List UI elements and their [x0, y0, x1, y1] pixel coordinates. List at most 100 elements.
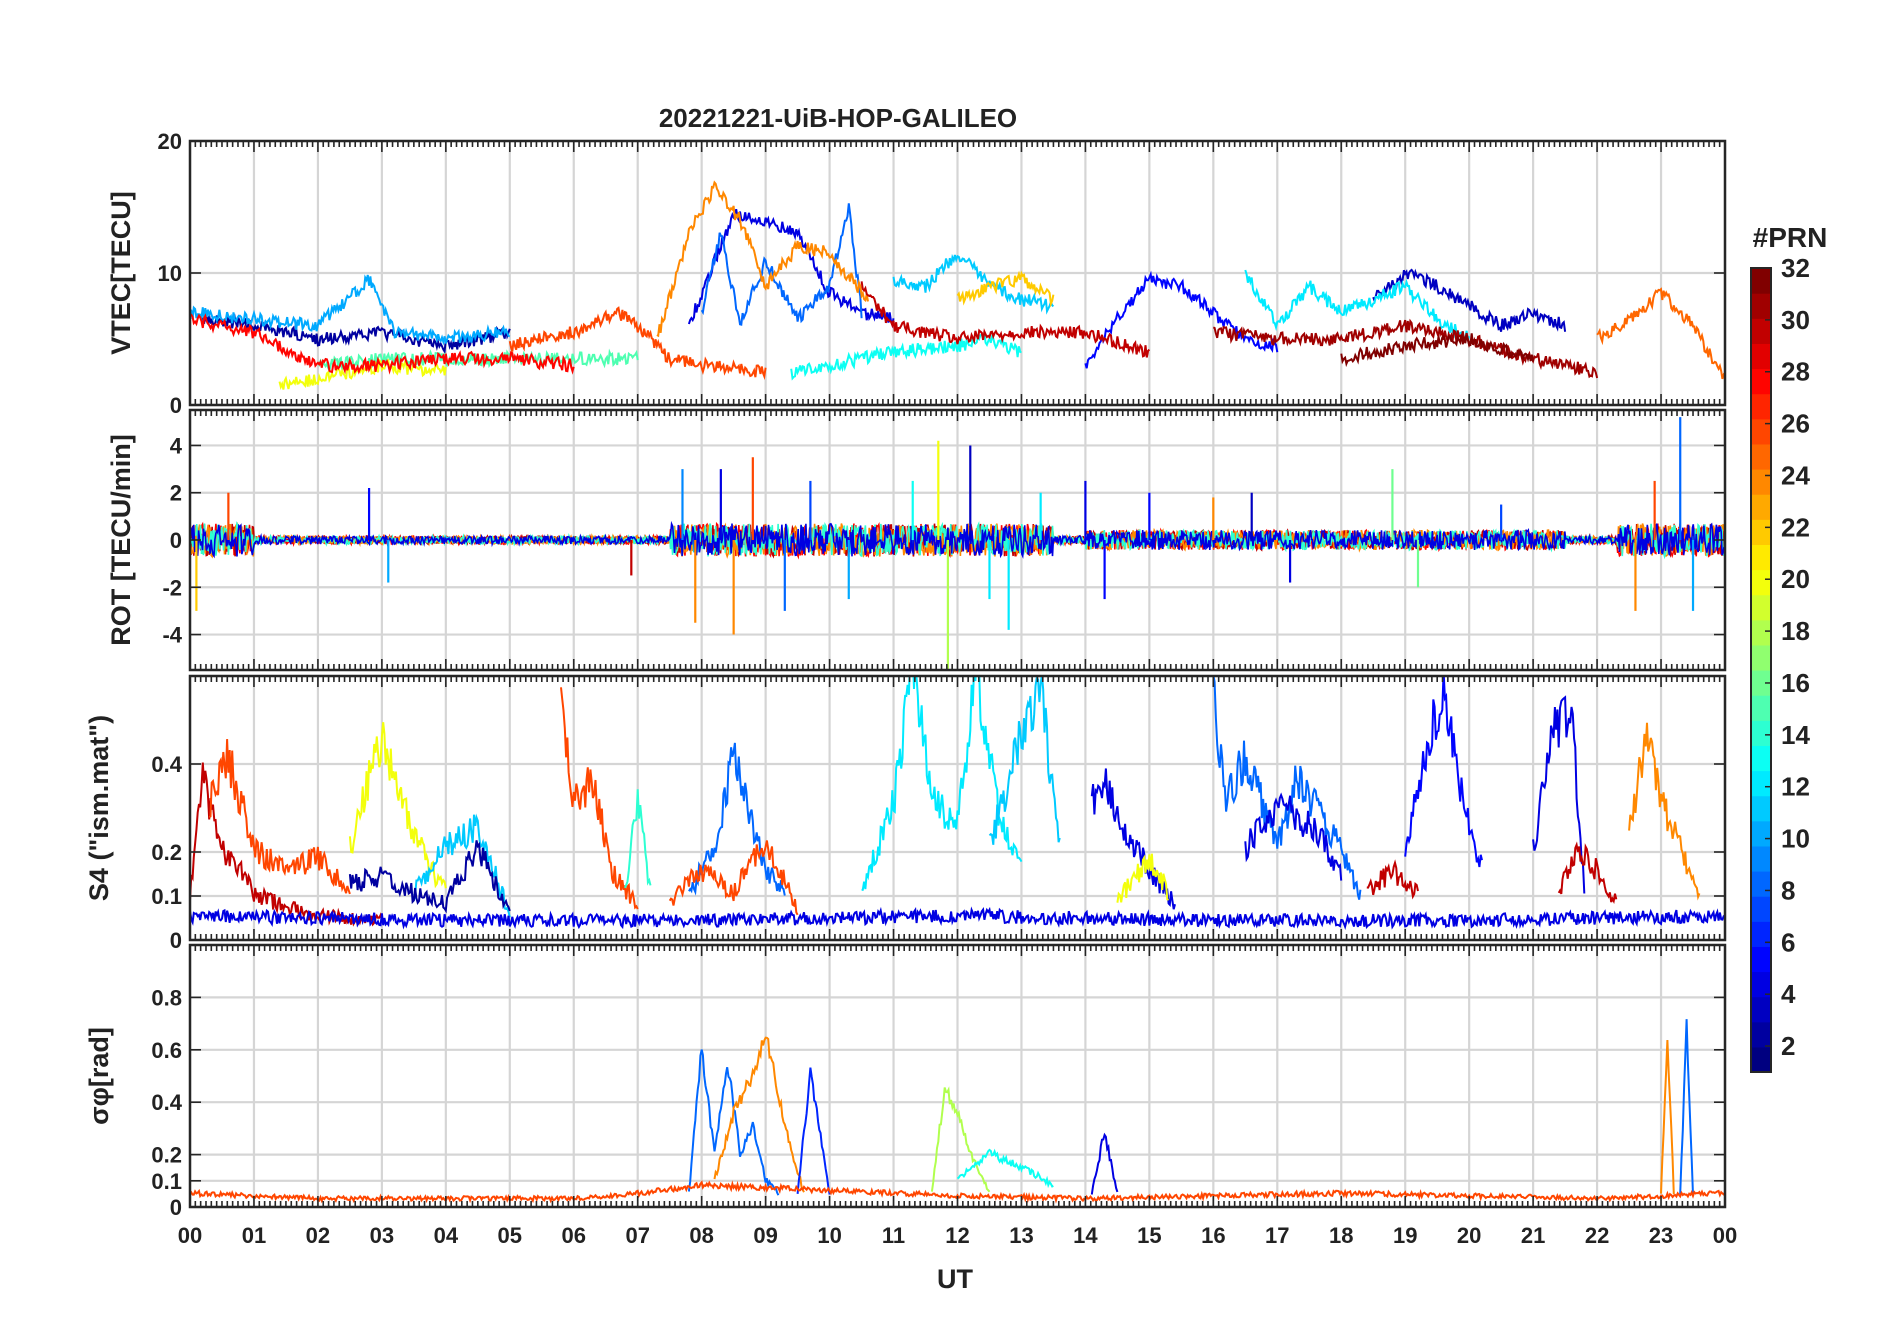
- series-line: [956, 1148, 1054, 1189]
- y-tick-label: 0.8: [151, 985, 182, 1010]
- colorbar-segment: [1751, 896, 1771, 922]
- colorbar-segment: [1751, 343, 1771, 370]
- x-tick-label: 07: [625, 1223, 649, 1248]
- y-axis-label: σφ[rad]: [84, 1027, 114, 1125]
- series-line: [190, 906, 1725, 931]
- colorbar-tick-label: 32: [1781, 253, 1810, 283]
- panel-data: [190, 676, 1725, 931]
- colorbar-segment: [1751, 494, 1771, 520]
- colorbar-segment: [1751, 921, 1771, 947]
- chart-title: 20221221-UiB-HOP-GALILEO: [659, 103, 1017, 133]
- series-line: [988, 676, 1061, 845]
- x-tick-label: 16: [1201, 1223, 1225, 1248]
- series-line: [956, 270, 1055, 308]
- y-tick-label: 0.2: [151, 1143, 182, 1168]
- colorbar-title: #PRN: [1753, 222, 1828, 253]
- panel-data: [190, 180, 1725, 391]
- x-tick-label: 01: [242, 1223, 266, 1248]
- colorbar-tick-label: 8: [1781, 875, 1795, 905]
- x-tick-label: 21: [1521, 1223, 1545, 1248]
- series-line: [1212, 676, 1362, 900]
- series-line: [190, 274, 511, 346]
- colorbar-tick-label: 18: [1781, 616, 1810, 646]
- series-line: [1340, 333, 1535, 368]
- x-tick-marks: [189, 676, 1726, 940]
- series-line: [860, 281, 1151, 358]
- colorbar-segment: [1751, 695, 1771, 721]
- colorbar-segment: [1751, 594, 1771, 621]
- x-tick-label: 06: [562, 1223, 586, 1248]
- series-line: [713, 1036, 805, 1193]
- y-axis-label: VTEC[TECU]: [106, 191, 136, 355]
- y-tick-label: 0: [170, 393, 182, 418]
- panel-4: 00.10.2 0.4 0.6 0.8 σφ[rad]: [84, 943, 1727, 1220]
- x-tick-label: 18: [1329, 1223, 1353, 1248]
- colorbar-segment: [1751, 871, 1771, 897]
- colorbar-segment: [1751, 795, 1771, 822]
- y-axis-label: ROT [TECU/min]: [106, 434, 136, 645]
- x-tick-label: 03: [370, 1223, 394, 1248]
- x-tick-marks: [189, 141, 1726, 405]
- panel-grid: [188, 676, 1727, 942]
- series-line: [278, 358, 447, 391]
- colorbar-tick-label: 24: [1781, 460, 1810, 490]
- panel-data: [190, 417, 1725, 670]
- series-line: [623, 789, 652, 889]
- panel-grid: [188, 945, 1727, 1209]
- y-tick-label: 10: [158, 261, 182, 286]
- series-line: [1679, 1019, 1694, 1196]
- x-tick-label: 23: [1649, 1223, 1673, 1248]
- series-line: [348, 840, 511, 914]
- colorbar-segment: [1751, 1021, 1771, 1048]
- series-line: [700, 203, 863, 326]
- colorbar-tick-label: 14: [1781, 720, 1810, 750]
- series-line: [656, 180, 869, 338]
- colorbar-tick-label: 28: [1781, 357, 1810, 387]
- colorbar-segment: [1751, 946, 1771, 973]
- x-tick-label: 10: [817, 1223, 841, 1248]
- colorbar-tick-label: 10: [1781, 824, 1810, 854]
- y-tick-label: 0.4: [151, 752, 182, 777]
- panel-1: 0 10 20 VTEC[TECU]: [106, 129, 1727, 418]
- series-line: [1596, 287, 1725, 380]
- x-tick-marks: [189, 945, 1726, 1207]
- colorbar-tick-label: 16: [1781, 668, 1810, 698]
- x-axis-label: UT: [937, 1264, 973, 1294]
- series-line: [1366, 859, 1419, 900]
- colorbar-segment: [1751, 1046, 1771, 1073]
- colorbar-frame: [1750, 267, 1772, 1073]
- y-tick-label: 0.1: [151, 884, 182, 909]
- series-line: [1372, 268, 1567, 333]
- colorbar-segment: [1751, 745, 1771, 772]
- y-tick-label: 0.4: [151, 1090, 182, 1115]
- x-tick-label: 20: [1457, 1223, 1481, 1248]
- series-line: [413, 813, 511, 918]
- y-ticks: 0 10 20: [158, 129, 1725, 418]
- colorbar-segment: [1751, 293, 1771, 319]
- x-tick-label: 14: [1073, 1223, 1098, 1248]
- series-line: [208, 739, 351, 895]
- y-tick-label: -2: [162, 575, 182, 600]
- colorbar-segment: [1751, 443, 1771, 470]
- panel-2: -4 -2 0 2 4 ROT [TECU/min]: [106, 408, 1727, 672]
- series-line: [1532, 695, 1586, 894]
- x-tick-label: 19: [1393, 1223, 1417, 1248]
- colorbar-tick-label: 2: [1781, 1031, 1795, 1061]
- y-tick-label: -4: [162, 623, 182, 648]
- colorbar-tick-label: 26: [1781, 409, 1810, 439]
- series-line: [1244, 269, 1471, 341]
- series-line: [1116, 853, 1170, 903]
- colorbar-segment: [1751, 418, 1771, 445]
- colorbar-tick-label: 6: [1781, 927, 1795, 957]
- colorbar-segment: [1751, 644, 1771, 671]
- x-tick-label: 00: [178, 1223, 202, 1248]
- colorbar-segment: [1751, 569, 1771, 596]
- colorbar-segment: [1751, 820, 1771, 847]
- series-line: [790, 330, 1022, 381]
- x-tick-label: 04: [434, 1223, 459, 1248]
- y-tick-label: 0: [170, 928, 182, 953]
- series-line: [1090, 1132, 1119, 1195]
- y-ticks: -4 -2 0 2 4: [162, 433, 1725, 648]
- x-tick-label: 11: [882, 1223, 905, 1248]
